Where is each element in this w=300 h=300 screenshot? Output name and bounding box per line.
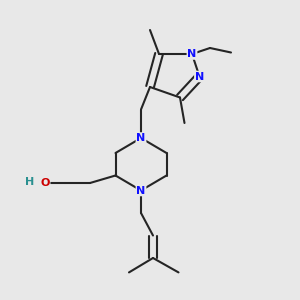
Text: H: H: [25, 177, 34, 187]
Text: N: N: [136, 185, 146, 196]
Text: N: N: [188, 49, 196, 59]
Text: N: N: [195, 71, 204, 82]
Text: N: N: [136, 133, 146, 143]
Text: O: O: [40, 178, 50, 188]
